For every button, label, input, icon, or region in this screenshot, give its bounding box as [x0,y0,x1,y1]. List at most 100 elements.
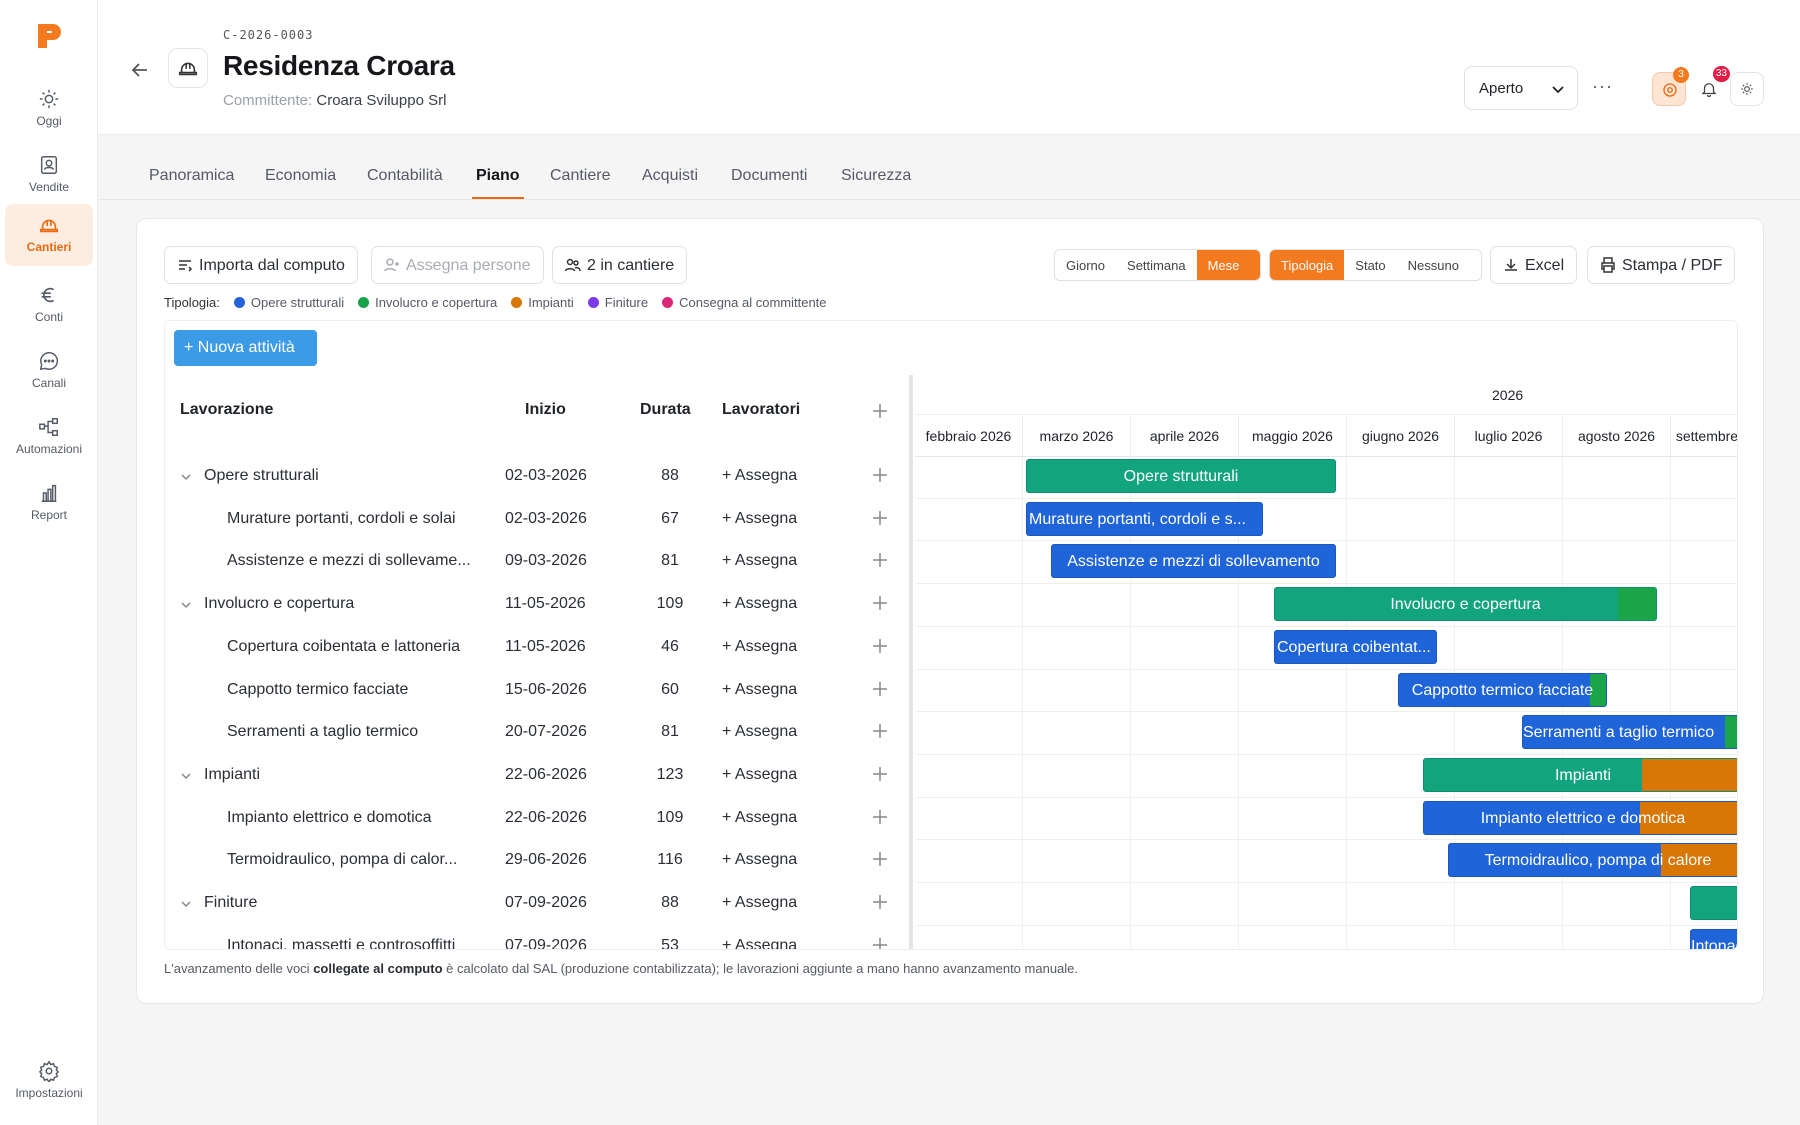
scale-mese[interactable]: Mese [1196,250,1260,280]
gantt-bar[interactable]: Termoidraulico, pompa di calore [1448,843,1737,878]
assign-workers-link[interactable]: + Assegna [722,509,798,527]
import-computo-button[interactable]: Importa dal computo [164,246,358,284]
client-name[interactable]: Croara Sviluppo Srl [316,92,447,109]
group-tipologia[interactable]: Tipologia [1270,250,1345,280]
add-subtask-plus-icon[interactable] [872,851,888,867]
assign-workers-link[interactable]: + Assegna [722,637,798,655]
tab-contabilita[interactable]: Contabilità [367,167,443,184]
tab-piano[interactable]: Piano [472,167,524,199]
chevron-down-icon[interactable] [181,771,191,781]
assign-workers-link[interactable]: + Assegna [722,851,798,869]
sidebar-item-conti[interactable]: Conti [5,274,93,334]
chevron-down-icon[interactable] [181,600,191,610]
add-subtask-plus-icon[interactable] [872,681,888,697]
activity-row[interactable]: Intonaci, massetti e controsoffitti 07-09… [165,925,905,950]
activity-row[interactable]: Assistenze e mezzi di sollevame... 09-03-… [165,540,905,583]
assign-people-button[interactable]: Assegna persone [371,246,544,284]
excel-export-button[interactable]: Excel [1490,246,1578,284]
tab-acquisti[interactable]: Acquisti [642,167,699,184]
gantt-bar[interactable]: Assistenze e mezzi di sollevamento [1051,544,1336,579]
add-subtask-plus-icon[interactable] [872,766,888,782]
gantt-bar[interactable]: Murature portanti, cordoli e s... [1026,501,1263,536]
add-subtask-plus-icon[interactable] [872,510,888,526]
activity-row[interactable]: Cappotto termico facciate 15-06-2026 60 + A… [165,669,905,712]
sidebar-item-automazioni[interactable]: Automazioni [5,406,93,466]
assign-workers-link[interactable]: + Assegna [722,680,798,698]
assign-workers-link[interactable]: + Assegna [722,894,798,911]
theme-toggle-button[interactable] [1730,72,1764,106]
sidebar-item-impostazioni[interactable]: Impostazioni [5,1050,93,1110]
tab-sicurezza[interactable]: Sicurezza [841,167,912,184]
tab-panoramica[interactable]: Panoramica [149,167,235,184]
gantt-bar[interactable]: Involucro e copertura [1274,587,1657,622]
activity-row[interactable]: Copertura coibentata e lattoneria 11-05-2… [165,626,905,669]
more-actions-button[interactable]: ··· [1592,76,1613,96]
chevron-down-icon[interactable] [181,472,191,482]
assign-workers-link[interactable]: + Assegna [722,467,798,484]
new-activity-button[interactable]: + Nuova attività [174,330,317,366]
sidebar-item-vendite[interactable]: Vendite [5,144,93,204]
group-row[interactable]: Involucro e copertura 11-05-2026 109 + Asse… [165,583,905,626]
assign-workers-link[interactable]: + Assegna [722,808,798,826]
activity-row[interactable]: Serramenti a taglio termico 20-07-2026 81 +… [165,711,905,754]
tab-economia[interactable]: Economia [265,167,337,184]
scale-settimana[interactable]: Settimana [1127,258,1186,273]
add-subtask-plus-icon[interactable] [872,552,888,568]
gantt-bar[interactable]: Impianti [1423,757,1737,792]
group-nessuno[interactable]: Nessuno [1407,258,1459,273]
activity-duration: 60 [661,680,679,698]
group-row[interactable]: Opere strutturali 02-03-2026 88 + Assegna [165,455,905,498]
activity-row[interactable]: Termoidraulico, pompa di calor... 29-06-2… [165,839,905,882]
sidebar-item-canali[interactable]: Canali [5,340,93,400]
gantt-bar[interactable]: Opere strutturali [1026,459,1336,493]
assign-workers-link[interactable]: + Assegna [722,595,798,613]
onsite-button[interactable]: 2 in cantiere [552,246,688,284]
notifications-button[interactable]: 33 [1692,66,1730,106]
tab-documenti[interactable]: Documenti [731,167,808,184]
activity-row[interactable]: Impianto elettrico e domotica 22-06-2026 1… [165,797,905,840]
sidebar-item-cantieri[interactable]: Cantieri [5,204,93,266]
add-subtask-plus-icon[interactable] [872,723,888,739]
sidebar-item-report[interactable]: Report [5,472,93,532]
assign-workers-link[interactable]: + Assegna [722,936,798,950]
activity-duration: 81 [661,552,679,570]
scale-giorno[interactable]: Giorno [1066,258,1106,273]
group-row[interactable]: Impianti 22-06-2026 123 + Assegna [165,754,905,797]
gantt-bar[interactable]: Impianto elettrico e domotica [1423,800,1737,835]
back-arrow-icon[interactable] [128,58,152,82]
add-subtask-plus-icon[interactable] [872,937,888,950]
add-column-plus-icon[interactable] [872,403,888,419]
gantt-bar[interactable]: Copertura coibentat... [1274,629,1437,664]
gantt-bar[interactable]: Intonaci [1690,928,1737,949]
support-button[interactable]: 3 [1652,67,1689,106]
column-header-duration[interactable]: Durata [640,401,691,418]
assign-workers-link[interactable]: + Assegna [722,765,798,783]
gantt-bar-label: Involucro e copertura [1390,596,1541,614]
assign-workers-link[interactable]: + Assegna [722,552,798,570]
group-row[interactable]: Finiture 07-09-2026 88 + Assegna [165,882,905,925]
pane-splitter[interactable] [909,375,913,949]
app-logo[interactable] [36,22,62,50]
add-subtask-plus-icon[interactable] [872,467,888,483]
group-stato[interactable]: Stato [1355,258,1386,273]
activity-row[interactable]: Murature portanti, cordoli e solai 02-03-… [165,498,905,541]
sidebar-item-oggi[interactable]: Oggi [5,78,93,138]
gantt-bar[interactable]: Serramenti a taglio termico [1522,715,1737,750]
gantt-bar[interactable]: Cappotto termico facciate [1398,672,1607,707]
euro-icon [41,287,55,303]
status-select[interactable]: Aperto [1464,66,1578,110]
add-subtask-plus-icon[interactable] [872,638,888,654]
assign-workers-link[interactable]: + Assegna [722,723,798,741]
gantt-grid-row [915,668,1737,670]
column-header-start[interactable]: Inizio [525,401,566,418]
tab-cantiere[interactable]: Cantiere [550,167,611,184]
add-subtask-plus-icon[interactable] [872,595,888,611]
print-pdf-button[interactable]: Stampa / PDF [1587,246,1736,284]
add-subtask-plus-icon[interactable] [872,894,888,910]
chevron-down-icon[interactable] [181,899,191,909]
gantt-bar[interactable] [1690,886,1737,920]
column-header-workers[interactable]: Lavoratori [722,401,801,418]
column-header-name[interactable]: Lavorazione [180,401,274,418]
add-subtask-plus-icon[interactable] [872,809,888,825]
activity-name: Murature portanti, cordoli e solai [227,509,456,527]
